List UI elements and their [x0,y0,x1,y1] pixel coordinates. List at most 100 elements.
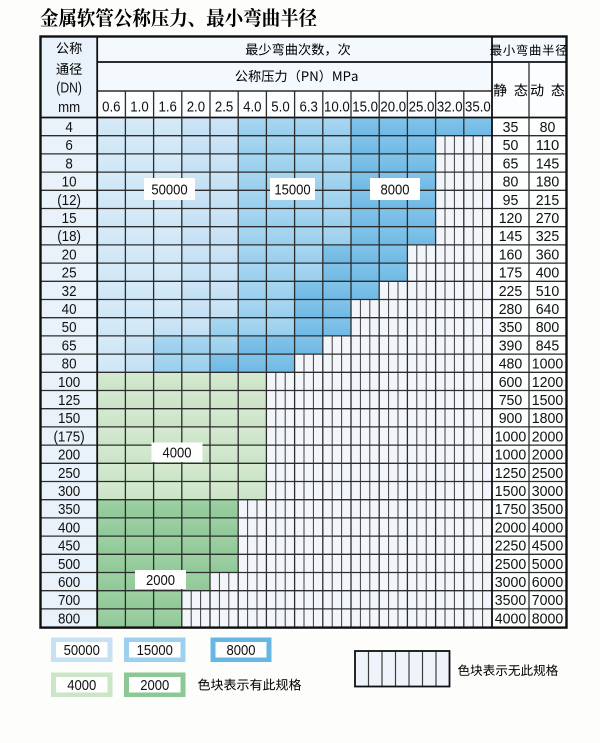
svg-text:150: 150 [58,410,80,427]
svg-text:2000: 2000 [532,428,563,445]
svg-text:145: 145 [536,155,560,172]
svg-text:215: 215 [536,192,560,209]
svg-text:4000: 4000 [532,519,563,536]
svg-text:65: 65 [503,155,519,172]
svg-text:15: 15 [62,210,77,227]
svg-text:2500: 2500 [532,465,563,482]
svg-text:900: 900 [499,410,523,427]
svg-text:600: 600 [58,574,80,591]
svg-text:845: 845 [536,337,560,354]
svg-text:1250: 1250 [495,465,526,482]
svg-text:450: 450 [58,538,80,555]
svg-text:250: 250 [58,465,80,482]
svg-text:7000: 7000 [532,592,563,609]
svg-text:500: 500 [58,556,80,573]
svg-text:20: 20 [62,246,77,263]
svg-text:1750: 1750 [495,501,526,518]
svg-text:80: 80 [540,119,556,136]
svg-text:(18): (18) [57,228,81,245]
svg-text:8000: 8000 [226,642,255,659]
svg-text:180: 180 [536,174,560,191]
svg-text:50: 50 [62,319,77,336]
svg-text:120: 120 [499,210,523,227]
svg-text:2500: 2500 [495,556,526,573]
svg-text:8: 8 [65,155,72,172]
svg-text:2000: 2000 [532,447,563,464]
svg-text:15000: 15000 [137,642,173,659]
svg-text:145: 145 [499,228,523,245]
svg-text:1000: 1000 [495,428,526,445]
svg-text:100: 100 [58,374,80,391]
svg-text:3000: 3000 [532,483,563,500]
svg-text:40: 40 [62,301,77,318]
svg-text:640: 640 [536,301,560,318]
svg-text:350: 350 [58,501,80,518]
svg-text:200: 200 [58,447,80,464]
svg-text:360: 360 [536,246,560,263]
svg-text:50000: 50000 [151,181,187,198]
svg-text:25: 25 [62,265,77,282]
svg-text:2.5: 2.5 [215,99,233,116]
svg-text:800: 800 [58,610,80,627]
svg-text:0.6: 0.6 [102,99,120,116]
svg-text:4.0: 4.0 [243,99,261,116]
svg-text:175: 175 [499,265,523,282]
svg-text:20.0: 20.0 [380,99,406,116]
svg-text:125: 125 [58,392,80,409]
svg-text:350: 350 [499,319,523,336]
svg-text:95: 95 [503,192,519,209]
svg-text:6000: 6000 [532,574,563,591]
svg-text:3000: 3000 [495,574,526,591]
svg-text:1500: 1500 [532,392,563,409]
svg-text:1800: 1800 [532,410,563,427]
svg-text:480: 480 [499,356,523,373]
svg-text:4000: 4000 [495,610,526,627]
svg-text:(DN): (DN) [56,80,82,97]
svg-text:110: 110 [536,137,560,154]
svg-text:280: 280 [499,301,523,318]
svg-text:50: 50 [503,137,519,154]
svg-text:3500: 3500 [495,592,526,609]
svg-text:1.0: 1.0 [130,99,148,116]
svg-text:35: 35 [503,119,519,136]
svg-text:15000: 15000 [274,181,310,198]
svg-text:400: 400 [536,265,560,282]
svg-text:400: 400 [58,519,80,536]
svg-text:5.0: 5.0 [271,99,289,116]
svg-text:2000: 2000 [140,677,169,694]
svg-text:mm: mm [58,99,80,116]
svg-text:510: 510 [536,283,560,300]
svg-text:300: 300 [58,483,80,500]
svg-text:15.0: 15.0 [352,99,378,116]
svg-text:4000: 4000 [67,677,96,694]
svg-text:50000: 50000 [64,642,100,659]
svg-text:8000: 8000 [532,610,563,627]
svg-text:6: 6 [65,137,72,154]
svg-text:2000: 2000 [146,572,175,589]
svg-text:2250: 2250 [495,538,526,555]
svg-text:2000: 2000 [495,519,526,536]
svg-text:1500: 1500 [495,483,526,500]
svg-text:4500: 4500 [532,538,563,555]
svg-text:8000: 8000 [380,181,409,198]
svg-text:2.0: 2.0 [187,99,205,116]
svg-text:65: 65 [62,337,77,354]
svg-text:32.0: 32.0 [437,99,463,116]
svg-text:750: 750 [499,392,523,409]
svg-text:1200: 1200 [532,374,563,391]
svg-text:390: 390 [499,337,523,354]
svg-text:270: 270 [536,210,560,227]
svg-text:4: 4 [65,119,72,136]
svg-text:1000: 1000 [532,356,563,373]
svg-text:6.3: 6.3 [300,99,318,116]
svg-text:80: 80 [503,174,519,191]
svg-text:35.0: 35.0 [465,99,491,116]
svg-text:10.0: 10.0 [324,99,350,116]
svg-text:1000: 1000 [495,447,526,464]
svg-text:600: 600 [499,374,523,391]
svg-text:1.6: 1.6 [159,99,177,116]
svg-text:225: 225 [499,283,523,300]
svg-text:5000: 5000 [532,556,563,573]
svg-text:160: 160 [499,246,523,263]
svg-text:325: 325 [536,228,560,245]
